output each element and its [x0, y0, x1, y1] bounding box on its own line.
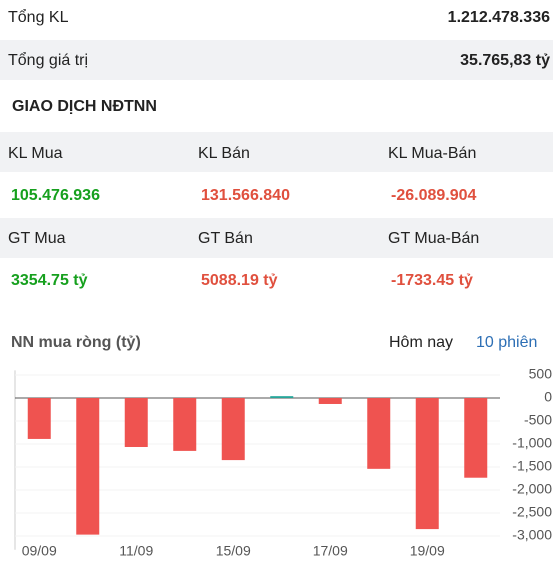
cell: KL Mua — [8, 145, 63, 162]
x-tick-label: 09/09 — [22, 543, 57, 559]
section-title: GIAO DỊCH NĐTNN — [12, 98, 157, 115]
x-tick-label: 11/09 — [119, 543, 153, 559]
bar — [76, 398, 100, 535]
bar — [270, 396, 294, 398]
x-tick-label: 15/09 — [216, 543, 251, 559]
y-tick-label: 500 — [529, 366, 553, 382]
y-tick-label: -3,000 — [512, 527, 552, 543]
row: Tổng giá trị 35.765,83 tỷ — [0, 40, 553, 80]
value: 35.765,83 tỷ — [460, 52, 550, 69]
y-tick-label: -1,500 — [512, 458, 552, 474]
label: Tổng giá trị — [8, 52, 89, 69]
y-tick-label: -2,500 — [512, 504, 552, 520]
tab[interactable]: 10 phiên — [476, 334, 538, 351]
cell: KL Mua-Bán — [388, 145, 477, 162]
x-tick-label: 17/09 — [313, 543, 348, 559]
bar — [367, 398, 391, 469]
chart: 500 0 -500 -1,000 -1,500 -2,000 -2,500 -3,000 09… — [14, 366, 553, 559]
y-tick-label: -500 — [524, 412, 552, 428]
cell: GT Bán — [198, 230, 253, 247]
y-tick-label: 0 — [544, 389, 552, 405]
bar — [415, 398, 439, 530]
label: Tổng KL — [8, 9, 69, 26]
row: Tổng KL 1.212.478.336 — [0, 0, 553, 40]
bar — [124, 398, 148, 447]
chart-title: NN mua ròng (tỷ) — [11, 334, 141, 351]
cell: GT Mua — [8, 230, 66, 247]
bar — [464, 398, 488, 478]
cell: KL Bán — [198, 145, 250, 162]
bar — [173, 398, 197, 451]
y-tick-label: -2,000 — [512, 481, 552, 497]
table-row: GT Mua GT Bán GT Mua-Bán — [0, 218, 553, 258]
bar — [27, 398, 51, 439]
bar — [318, 398, 342, 404]
table-row: 105.476.936 131.566.840 -26.089.904 — [0, 174, 553, 214]
cell: 5088.19 tỷ — [201, 272, 278, 289]
cell: 105.476.936 — [11, 187, 100, 204]
cell: -26.089.904 — [391, 187, 477, 204]
y-tick-label: -1,000 — [512, 435, 552, 451]
cell: 131.566.840 — [201, 187, 290, 204]
cell: -1733.45 tỷ — [391, 272, 473, 289]
cell: GT Mua-Bán — [388, 230, 480, 247]
tab[interactable]: Hôm nay — [389, 334, 454, 351]
value: 1.212.478.336 — [447, 9, 550, 26]
x-tick-label: 19/09 — [410, 543, 445, 559]
table-row: KL Mua KL Bán KL Mua-Bán — [0, 132, 553, 172]
table-row: 3354.75 tỷ 5088.19 tỷ -1733.45 tỷ — [0, 260, 553, 300]
cell: 3354.75 tỷ — [11, 272, 88, 289]
bar — [221, 398, 245, 461]
